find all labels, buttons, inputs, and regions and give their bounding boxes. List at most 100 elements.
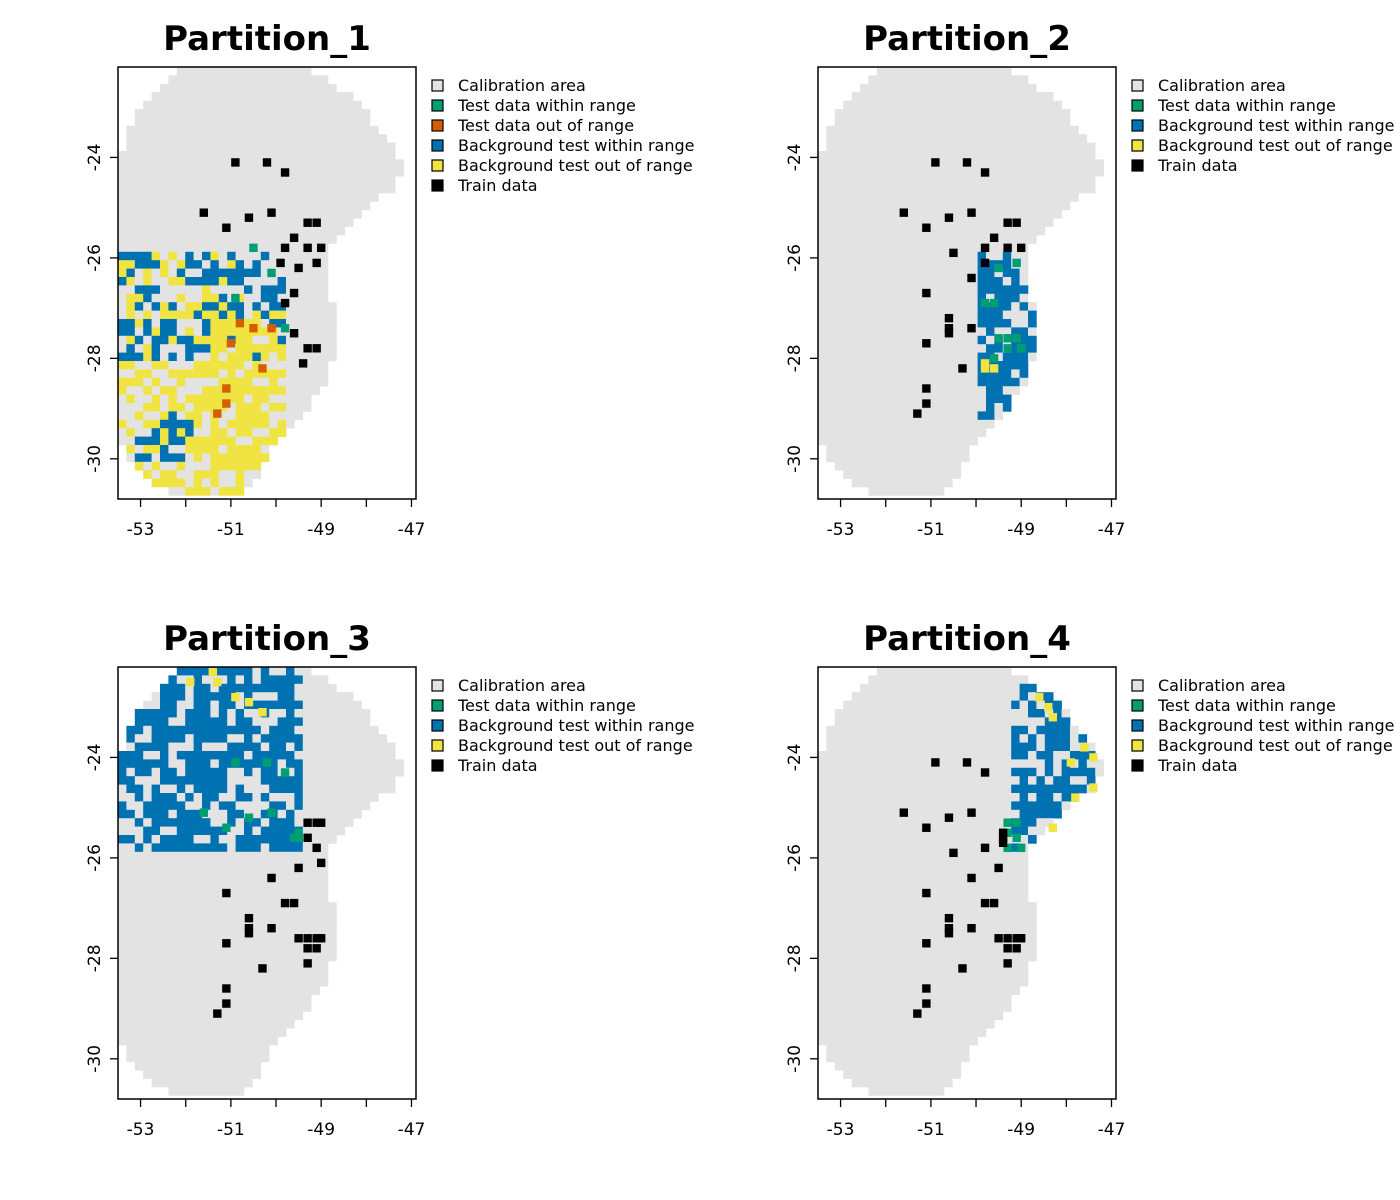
background-within-cell	[986, 369, 995, 379]
calibration-cell	[185, 109, 194, 118]
background-out-cell	[218, 344, 228, 353]
calibration-cell	[344, 159, 354, 169]
calibration-cell	[977, 117, 987, 127]
calibration-cell	[977, 142, 987, 152]
calibration-cell	[126, 436, 136, 446]
calibration-cell	[160, 142, 169, 152]
calibration-cell	[1053, 767, 1062, 777]
calibration-cell	[818, 361, 827, 370]
calibration-cell	[244, 776, 253, 785]
calibration-cell	[986, 92, 995, 101]
calibration-cell	[885, 776, 894, 785]
calibration-cell	[885, 826, 894, 836]
calibration-cell	[935, 335, 945, 345]
train-cell	[231, 158, 240, 167]
calibration-cell	[826, 411, 836, 421]
calibration-cell	[118, 302, 127, 311]
calibration-cell	[885, 902, 894, 911]
calibration-cell	[160, 167, 169, 177]
calibration-cell	[193, 268, 203, 278]
background-within-cell	[1019, 369, 1029, 379]
background-out-cell	[235, 403, 245, 412]
calibration-cell	[910, 142, 920, 152]
calibration-cell	[843, 251, 852, 261]
calibration-cell	[168, 461, 178, 471]
calibration-cell	[902, 885, 911, 895]
calibration-cell	[1019, 125, 1029, 135]
calibration-cell	[176, 1019, 186, 1029]
background-out-cell	[252, 403, 262, 412]
calibration-cell	[302, 260, 312, 269]
calibration-cell	[277, 394, 287, 404]
calibration-cell	[834, 243, 844, 253]
calibration-cell	[918, 319, 928, 328]
calibration-cell	[910, 327, 920, 337]
calibration-cell	[118, 226, 127, 236]
calibration-cell	[176, 243, 186, 253]
calibration-cell	[927, 352, 936, 362]
calibration-cell	[1078, 134, 1088, 143]
calibration-cell	[294, 394, 304, 404]
calibration-cell	[218, 927, 228, 937]
calibration-cell	[185, 209, 194, 219]
calibration-cell	[269, 193, 278, 202]
calibration-cell	[134, 419, 144, 429]
calibration-cell	[1019, 734, 1029, 743]
calibration-cell	[227, 428, 236, 437]
background-out-cell	[218, 461, 228, 471]
calibration-cell	[344, 709, 354, 718]
calibration-cell	[202, 1011, 211, 1021]
calibration-cell	[1061, 109, 1071, 118]
calibration-cell	[851, 478, 861, 488]
calibration-cell	[235, 910, 245, 920]
background-out-cell	[176, 369, 186, 379]
calibration-cell	[244, 159, 253, 169]
calibration-cell	[1028, 125, 1037, 135]
train-cell	[199, 208, 208, 217]
calibration-cell	[176, 793, 186, 802]
calibration-cell	[1036, 209, 1046, 219]
background-out-cell	[260, 327, 270, 337]
calibration-cell	[260, 403, 270, 412]
background-within-cell	[1036, 709, 1046, 718]
calibration-cell	[834, 159, 844, 169]
calibration-cell	[893, 801, 903, 811]
calibration-cell	[969, 759, 978, 769]
calibration-cell	[1070, 125, 1079, 135]
calibration-cell	[885, 411, 894, 421]
calibration-cell	[294, 902, 304, 911]
background-within-cell	[118, 352, 127, 362]
calibration-cell	[244, 100, 253, 110]
background-within-cell	[286, 700, 295, 710]
background-within-cell	[168, 692, 178, 701]
calibration-cell	[336, 218, 346, 227]
calibration-cell	[952, 759, 962, 769]
calibration-cell	[818, 843, 827, 853]
calibration-cell	[860, 961, 869, 970]
calibration-cell	[944, 893, 953, 903]
calibration-cell	[851, 969, 861, 979]
calibration-cell	[302, 386, 312, 395]
calibration-cell	[193, 801, 203, 811]
background-out-cell	[185, 302, 194, 311]
calibration-cell	[160, 1036, 169, 1046]
background-out-cell	[202, 403, 211, 412]
background-within-cell	[244, 725, 253, 735]
calibration-cell	[885, 961, 894, 970]
calibration-cell	[952, 394, 962, 404]
calibration-cell	[202, 92, 211, 101]
calibration-cell	[235, 1087, 245, 1096]
calibration-cell	[843, 142, 852, 152]
calibration-cell	[1002, 877, 1012, 886]
calibration-cell	[168, 285, 178, 295]
calibration-cell	[151, 927, 161, 937]
calibration-cell	[227, 851, 236, 861]
background-out-cell	[218, 319, 228, 328]
calibration-cell	[302, 902, 312, 911]
calibration-cell	[336, 92, 346, 101]
calibration-cell	[860, 428, 869, 437]
calibration-cell	[218, 994, 228, 1004]
y-tick-label: -24	[85, 144, 105, 172]
calibration-cell	[969, 142, 978, 152]
background-out-cell	[235, 377, 245, 387]
